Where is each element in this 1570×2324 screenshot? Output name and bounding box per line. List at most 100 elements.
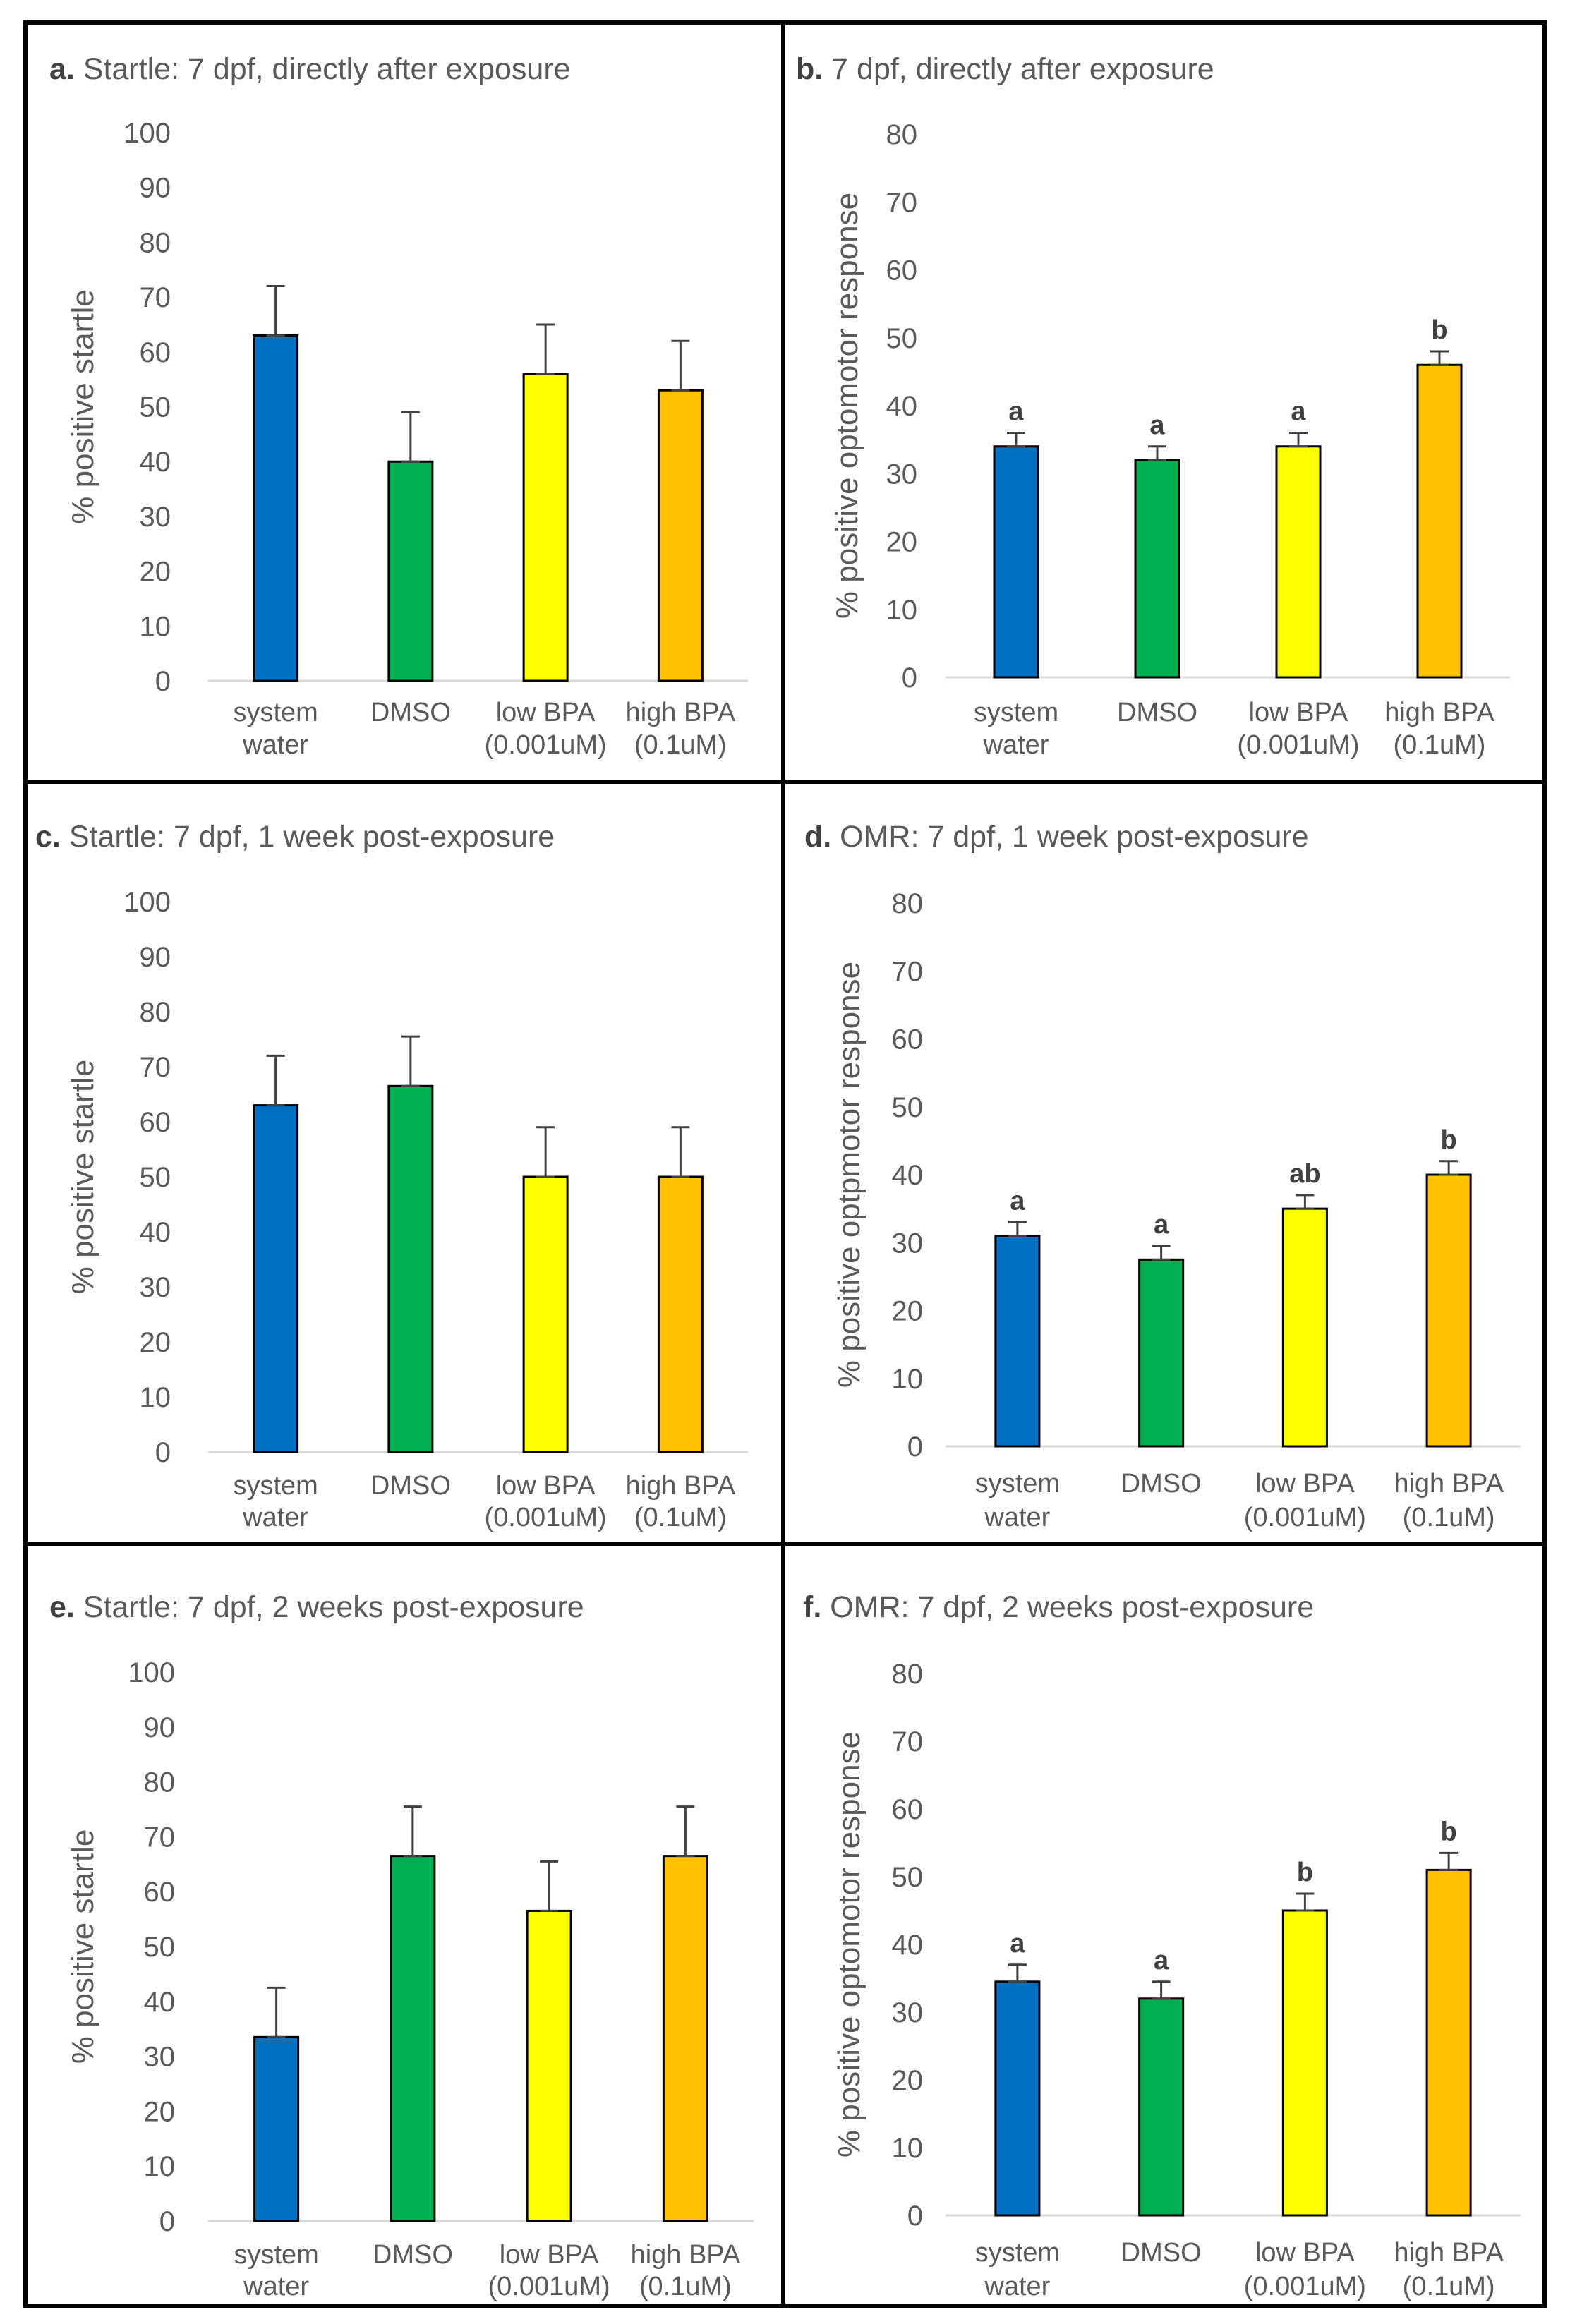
x-tick-label: DMSO (1117, 698, 1197, 727)
chart-panel-f: f. OMR: 7 dpf, 2 weeks post-exposure % po… (803, 1590, 1521, 2301)
y-tick-label: 50 (892, 1862, 924, 1893)
panel-title: d. OMR: 7 dpf, 1 week post-exposure (804, 820, 1309, 854)
bar (1134, 459, 1180, 679)
bar (1138, 1258, 1185, 1448)
y-tick-label: 40 (140, 447, 171, 478)
x-tick-label: system (975, 2238, 1060, 2268)
x-tick-label: water (242, 730, 308, 760)
y-tick-label: 50 (892, 1092, 924, 1123)
x-tick-label: (0.1uM) (634, 1503, 727, 1532)
x-tick-label: low BPA (1255, 2238, 1355, 2268)
y-tick-label: 30 (886, 459, 918, 490)
chart-panel-b: b. 7 dpf, directly after exposure % posit… (796, 52, 1510, 760)
bar (522, 1175, 569, 1453)
x-tick-label: system (234, 2240, 318, 2270)
bar (1281, 1207, 1328, 1448)
x-tick-label: high BPA (626, 1471, 736, 1501)
bar (1281, 1909, 1328, 2217)
x-tick-label: system (233, 698, 318, 727)
significance-label: a (1010, 1929, 1025, 1959)
x-tick-label: (0.001uM) (485, 730, 607, 760)
panel-title-text: Startle: 7 dpf, directly after exposure (75, 52, 571, 86)
x-tick-label: system (975, 1469, 1060, 1499)
y-axis-label: % positive optomotor response (832, 1731, 866, 2157)
y-tick-label: 0 (907, 1432, 923, 1463)
x-tick-label: (0.1uM) (639, 2272, 732, 2301)
chart-panel-a: a. Startle: 7 dpf, directly after exposu… (49, 52, 748, 760)
y-tick-label: 10 (144, 2151, 176, 2182)
y-tick-label: 90 (140, 173, 171, 204)
bar (1425, 1868, 1472, 2217)
y-tick-label: 60 (144, 1877, 176, 1908)
y-tick-label: 50 (140, 392, 171, 423)
y-tick-label: 60 (140, 337, 171, 368)
x-tick-label: low BPA (496, 1471, 596, 1501)
panel-grid-lines (23, 20, 1547, 2308)
y-tick-label: 20 (144, 2096, 176, 2127)
y-tick-label: 10 (140, 1382, 171, 1413)
significance-label: b (1441, 1817, 1457, 1846)
y-axis-label: % positive optpmotor response (832, 962, 866, 1388)
y-tick-label: 30 (140, 1272, 171, 1303)
x-tick-label: water (242, 1503, 308, 1532)
panels: a. Startle: 7 dpf, directly after exposu… (35, 52, 1521, 2301)
y-tick-label: 10 (140, 611, 171, 642)
x-tick-label: high BPA (626, 698, 736, 727)
chart-panel-e: e. Startle: 7 dpf, 2 weeks post-exposure… (49, 1590, 754, 2301)
y-tick-label: 40 (886, 391, 918, 422)
bar (522, 373, 569, 682)
x-tick-label: water (243, 2272, 309, 2301)
panel-title: e. Startle: 7 dpf, 2 weeks post-exposure (49, 1590, 584, 1624)
x-tick-label: water (984, 1503, 1050, 1532)
y-tick-label: 100 (123, 887, 171, 918)
y-axis-label: % positive startle (66, 289, 100, 524)
x-tick-label: high BPA (631, 2240, 741, 2270)
x-tick-label: low BPA (1249, 698, 1348, 727)
y-tick-label: 0 (907, 2201, 923, 2232)
y-tick-label: 20 (140, 1327, 171, 1358)
y-tick-label: 20 (140, 557, 171, 588)
bar (253, 1104, 299, 1453)
significance-label: a (1291, 397, 1306, 427)
x-tick-label: (0.001uM) (1244, 1503, 1366, 1532)
x-tick-label: system (233, 1471, 318, 1501)
bar (993, 445, 1039, 679)
y-tick-label: 60 (892, 1794, 924, 1825)
y-tick-label: 70 (892, 956, 924, 987)
y-tick-label: 60 (886, 255, 918, 286)
significance-label: b (1297, 1858, 1313, 1887)
panel-letter: c. (35, 820, 61, 854)
y-axis-label: % positive startle (66, 1060, 100, 1295)
y-tick-label: 10 (892, 2133, 924, 2164)
y-tick-label: 90 (144, 1712, 176, 1743)
y-tick-label: 40 (892, 1930, 924, 1961)
y-tick-label: 10 (892, 1364, 924, 1395)
significance-label: a (1149, 411, 1165, 440)
y-tick-label: 80 (140, 227, 171, 258)
x-tick-label: (0.001uM) (1244, 2272, 1366, 2301)
bar (1138, 1997, 1185, 2217)
y-tick-label: 100 (123, 118, 171, 149)
x-tick-label: DMSO (370, 1471, 451, 1501)
y-tick-label: 50 (886, 323, 918, 354)
y-tick-label: 20 (892, 1296, 924, 1327)
y-tick-label: 80 (140, 997, 171, 1028)
y-tick-label: 40 (144, 1987, 176, 2018)
x-tick-label: (0.1uM) (1403, 2272, 1495, 2301)
y-tick-label: 20 (886, 527, 918, 558)
bar (657, 389, 704, 682)
x-tick-label: low BPA (500, 2240, 599, 2270)
x-tick-label: (0.1uM) (1394, 730, 1486, 760)
y-tick-label: 50 (140, 1162, 171, 1193)
y-tick-label: 30 (892, 1997, 924, 2028)
x-tick-label: high BPA (1394, 1469, 1504, 1499)
y-tick-label: 0 (159, 2206, 175, 2237)
panel-letter: b. (796, 52, 823, 86)
panel-title: b. 7 dpf, directly after exposure (796, 52, 1214, 86)
significance-label: b (1441, 1125, 1457, 1155)
y-tick-label: 80 (144, 1767, 176, 1798)
x-tick-label: high BPA (1384, 698, 1494, 727)
panel-title-text: 7 dpf, directly after exposure (823, 52, 1214, 86)
panel-title: a. Startle: 7 dpf, directly after exposu… (49, 52, 571, 86)
x-tick-label: (0.001uM) (488, 2272, 610, 2301)
